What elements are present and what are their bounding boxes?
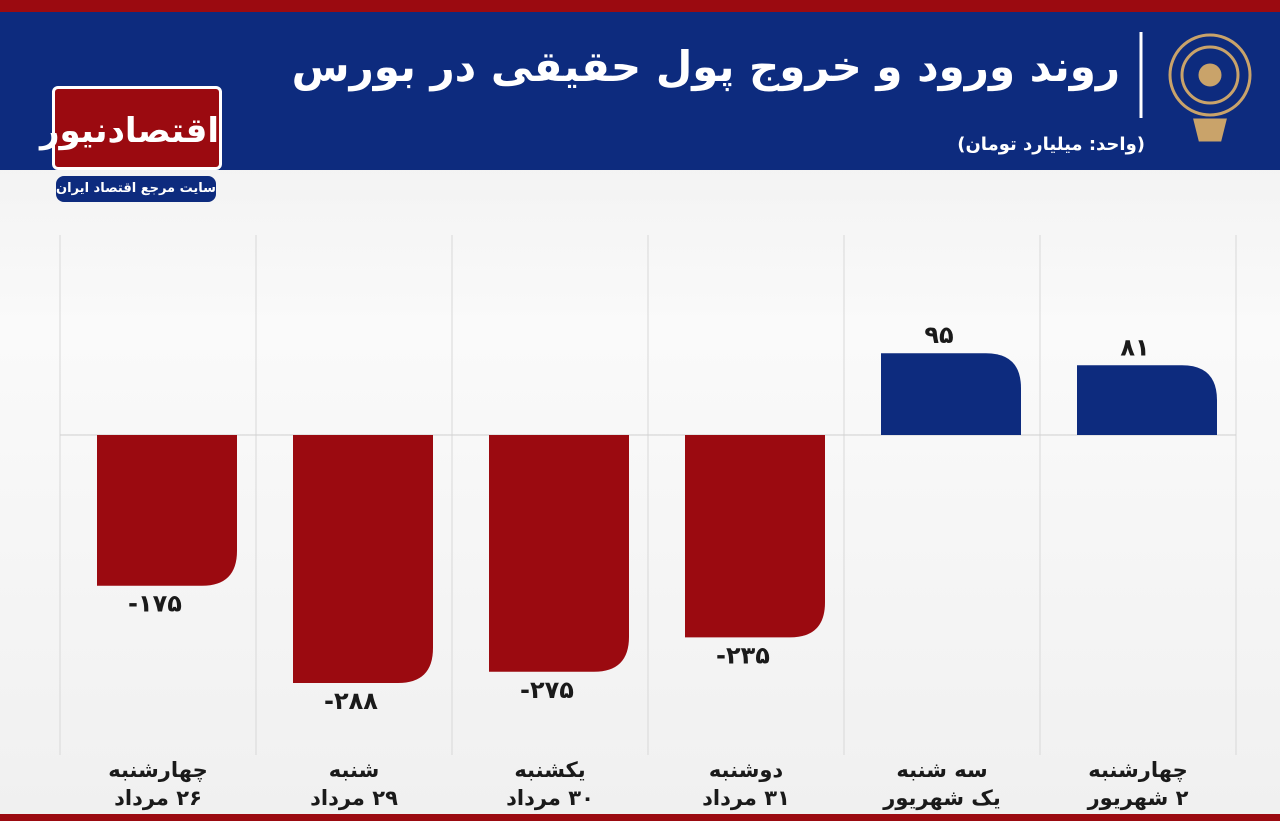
- value-label: -۲۸۸: [324, 687, 378, 715]
- value-label: ۹۵: [924, 321, 953, 349]
- brand-logo: اقتصادنیوز: [40, 86, 222, 170]
- x-tick-label: شنبه ۲۹ مرداد: [310, 758, 398, 810]
- value-label: ۸۱: [1120, 333, 1149, 361]
- x-tick-label: دوشنبه ۳۱ مرداد: [702, 758, 790, 810]
- brand-tagline: سایت مرجع اقتصاد ایران: [56, 176, 216, 202]
- top-stripe: [0, 0, 1280, 12]
- bar: [685, 435, 825, 638]
- x-tick-label: چهارشنبه ۲۶ مرداد: [108, 758, 208, 810]
- chart-title: روند ورود و خروج پول حقیقی در بورس: [291, 42, 1120, 91]
- bar: [881, 353, 1021, 435]
- value-label: -۱۷۵: [128, 590, 182, 618]
- x-tick-label: یکشنبه ۳۰ مرداد: [506, 758, 594, 810]
- bar: [489, 435, 629, 672]
- bottom-stripe: [0, 814, 1280, 821]
- bar: [97, 435, 237, 586]
- value-label: -۲۷۵: [520, 676, 574, 704]
- bar: [293, 435, 433, 683]
- x-tick-label: سه شنبه یک شهریور: [883, 758, 1001, 810]
- x-tick-label: چهارشنبه ۲ شهریور: [1087, 758, 1189, 810]
- value-label: -۲۳۵: [716, 641, 770, 669]
- chart-subtitle: (واحد: میلیارد تومان): [957, 134, 1145, 155]
- emblem: [1168, 33, 1252, 142]
- bar: [1077, 365, 1217, 435]
